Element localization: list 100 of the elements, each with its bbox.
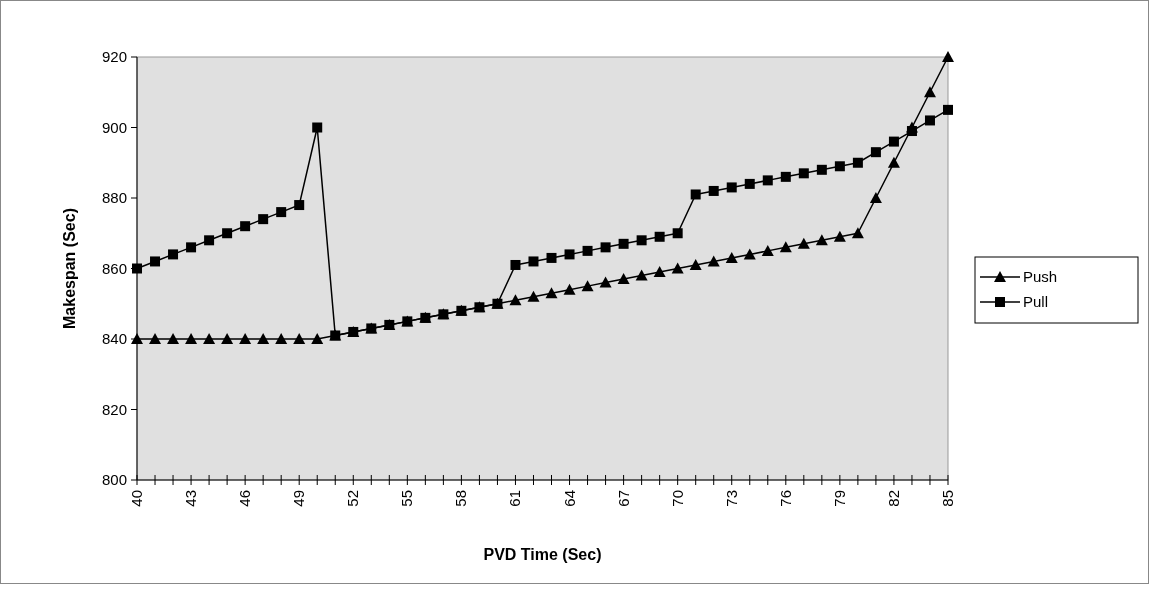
point [779,241,792,253]
point [852,157,863,168]
x-tick-label: 67 [614,490,632,507]
legend-label: Push [1023,268,1058,286]
x-tick-label: 61 [506,490,524,507]
x-tick-label: 85 [939,490,956,507]
point [581,280,594,292]
point [311,333,324,344]
point [636,235,647,246]
point [438,309,449,320]
legend-label: Pull [1023,293,1049,311]
x-tick-label: 55 [398,490,416,507]
point [707,255,720,267]
point [168,249,179,260]
point [870,147,881,158]
y-tick-label: 840 [101,330,127,348]
point [653,266,666,278]
point [239,333,252,344]
point [509,294,522,306]
point [150,256,161,267]
point [257,333,270,344]
x-tick-label: 58 [452,490,470,507]
point [240,221,251,232]
point [258,214,269,225]
point [384,319,395,330]
point [618,238,629,249]
y-tick-label: 880 [101,189,127,207]
point [348,326,359,337]
y-tick-label: 900 [101,118,127,136]
point [725,251,738,263]
y-tick-label: 860 [101,259,127,277]
point [492,298,503,309]
point [672,228,683,239]
point [221,333,234,344]
point [402,316,413,327]
x-tick-label: 79 [830,490,848,507]
point [924,115,935,126]
point [761,244,774,256]
y-tick-label: 920 [101,48,127,66]
point [366,323,377,334]
point [222,228,233,239]
point [762,175,773,186]
y-tick-label: 820 [101,400,127,418]
point [275,333,288,344]
point [528,256,539,267]
x-tick-label: 82 [884,490,902,507]
point [185,333,198,344]
point [869,192,882,203]
point [816,164,827,175]
point [617,273,630,285]
point [797,237,810,249]
point [600,242,611,253]
point [943,104,953,115]
point [654,231,665,242]
x-tick-label: 70 [668,490,686,507]
point [708,185,719,196]
point [204,235,215,246]
x-tick-label: 49 [290,490,308,507]
point [203,333,216,344]
point [132,263,142,274]
point [923,86,936,98]
point [563,283,576,295]
point [635,269,648,281]
point [474,302,485,313]
point [546,252,557,263]
point [743,248,756,260]
point [744,178,755,189]
point [564,249,575,260]
x-tick-label: 76 [776,490,794,507]
x-tick-label: 43 [182,490,200,507]
y-tick-label: 800 [101,471,127,489]
point [851,227,864,239]
point [294,200,305,211]
x-tick-label: 46 [236,490,254,507]
point [186,242,197,253]
x-tick-label: 73 [722,490,740,507]
point [276,207,287,218]
point [167,333,180,344]
x-axis-title: PVD Time (Sec) [483,546,602,563]
point [671,262,684,274]
point [312,122,323,133]
point [510,259,521,270]
point [815,234,828,246]
point [798,168,809,179]
point [293,333,306,344]
x-tick-label: 40 [128,490,145,507]
point [942,51,954,62]
point [149,333,162,344]
point [420,312,431,323]
point [527,290,540,302]
x-tick-label: 64 [560,490,578,507]
y-axis-title: Makespan (Sec) [61,208,78,329]
point [834,161,845,172]
point [888,136,899,147]
point [545,287,558,299]
point [906,126,917,137]
point [582,245,593,256]
point [780,171,791,182]
point [887,156,900,168]
point [726,182,737,193]
